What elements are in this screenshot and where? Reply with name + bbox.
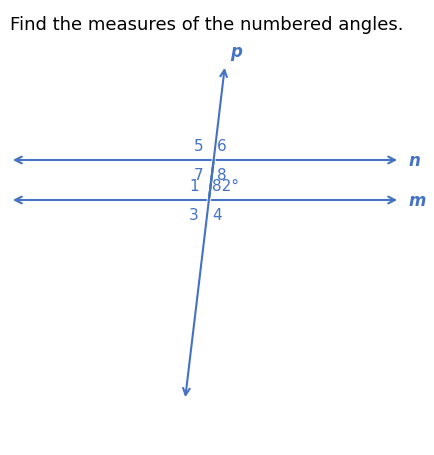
- Text: m: m: [407, 192, 424, 210]
- Text: 8: 8: [216, 167, 226, 182]
- Text: Find the measures of the numbered angles.: Find the measures of the numbered angles…: [10, 16, 403, 34]
- Text: p: p: [230, 43, 241, 61]
- Text: 82°: 82°: [211, 179, 238, 193]
- Text: n: n: [407, 152, 419, 170]
- Text: 1: 1: [189, 179, 198, 193]
- Text: 3: 3: [189, 207, 198, 222]
- Text: 5: 5: [194, 139, 203, 154]
- Text: 4: 4: [211, 207, 221, 222]
- Text: 7: 7: [194, 167, 203, 182]
- Text: 6: 6: [216, 139, 226, 154]
